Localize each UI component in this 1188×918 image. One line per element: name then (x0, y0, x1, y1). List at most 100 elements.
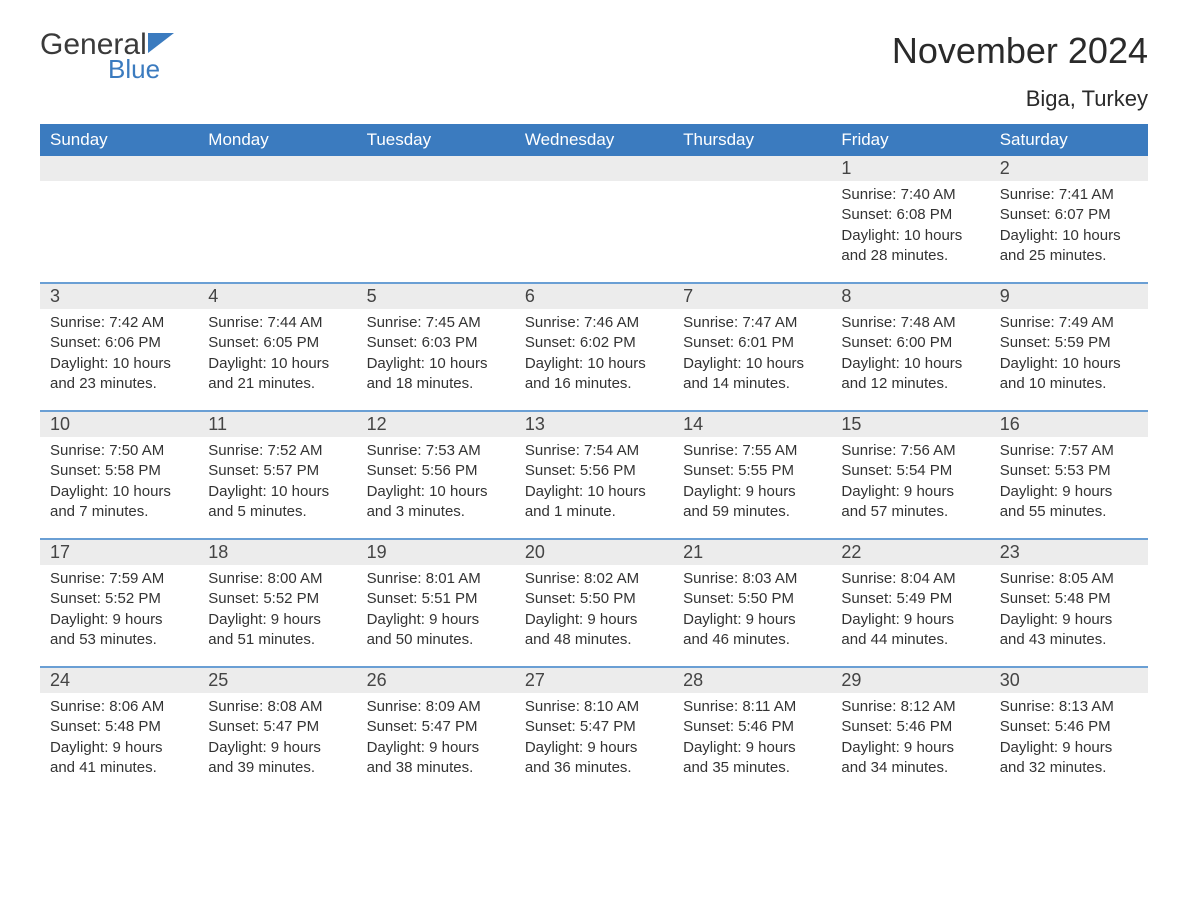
daylight-text: Daylight: 10 hours and 1 minute. (525, 482, 663, 523)
logo: General Blue (40, 30, 174, 82)
daylight-text: Daylight: 10 hours and 3 minutes. (367, 482, 505, 523)
sunset-text: Sunset: 5:50 PM (525, 589, 663, 609)
day-cell: 30Sunrise: 8:13 AMSunset: 5:46 PMDayligh… (990, 668, 1148, 784)
day-details: Sunrise: 7:54 AMSunset: 5:56 PMDaylight:… (515, 437, 673, 528)
sunset-text: Sunset: 6:07 PM (1000, 205, 1138, 225)
day-number: 13 (515, 412, 673, 437)
day-number: 17 (40, 540, 198, 565)
sunrise-text: Sunrise: 7:48 AM (841, 313, 979, 333)
day-cell: 6Sunrise: 7:46 AMSunset: 6:02 PMDaylight… (515, 284, 673, 400)
daylight-text: Daylight: 9 hours and 36 minutes. (525, 738, 663, 779)
day-number: 27 (515, 668, 673, 693)
sunrise-text: Sunrise: 7:42 AM (50, 313, 188, 333)
sunrise-text: Sunrise: 7:49 AM (1000, 313, 1138, 333)
day-cell (357, 156, 515, 272)
title-block: November 2024 Biga, Turkey (892, 30, 1148, 118)
day-number: 29 (831, 668, 989, 693)
day-number: 20 (515, 540, 673, 565)
day-cell: 28Sunrise: 8:11 AMSunset: 5:46 PMDayligh… (673, 668, 831, 784)
day-cell: 26Sunrise: 8:09 AMSunset: 5:47 PMDayligh… (357, 668, 515, 784)
sunrise-text: Sunrise: 7:47 AM (683, 313, 821, 333)
day-details: Sunrise: 8:03 AMSunset: 5:50 PMDaylight:… (673, 565, 831, 656)
sunset-text: Sunset: 5:59 PM (1000, 333, 1138, 353)
daylight-text: Daylight: 10 hours and 18 minutes. (367, 354, 505, 395)
day-cell: 15Sunrise: 7:56 AMSunset: 5:54 PMDayligh… (831, 412, 989, 528)
daylight-text: Daylight: 9 hours and 48 minutes. (525, 610, 663, 651)
day-cell: 13Sunrise: 7:54 AMSunset: 5:56 PMDayligh… (515, 412, 673, 528)
day-details: Sunrise: 7:55 AMSunset: 5:55 PMDaylight:… (673, 437, 831, 528)
weekday-col-tue: Tuesday (357, 124, 515, 156)
sunset-text: Sunset: 5:51 PM (367, 589, 505, 609)
daylight-text: Daylight: 9 hours and 43 minutes. (1000, 610, 1138, 651)
day-details: Sunrise: 7:45 AMSunset: 6:03 PMDaylight:… (357, 309, 515, 400)
daylight-text: Daylight: 10 hours and 10 minutes. (1000, 354, 1138, 395)
sunset-text: Sunset: 6:03 PM (367, 333, 505, 353)
sunset-text: Sunset: 5:46 PM (683, 717, 821, 737)
day-cell: 2Sunrise: 7:41 AMSunset: 6:07 PMDaylight… (990, 156, 1148, 272)
day-number: 2 (990, 156, 1148, 181)
day-cell: 20 Sunrise: 8:02 AMSunset: 5:50 PMDayligh… (515, 540, 673, 656)
day-cell: 23Sunrise: 8:05 AMSunset: 5:48 PMDayligh… (990, 540, 1148, 656)
sunrise-text: Sunrise: 8:11 AM (683, 697, 821, 717)
sunrise-text: Sunrise: 8:02 AM (525, 569, 663, 589)
sunrise-text: Sunrise: 8:09 AM (367, 697, 505, 717)
weekday-col-fri: Friday (831, 124, 989, 156)
day-number: 28 (673, 668, 831, 693)
week-row: 24Sunrise: 8:06 AMSunset: 5:48 PMDayligh… (40, 666, 1148, 784)
daylight-text: Daylight: 9 hours and 38 minutes. (367, 738, 505, 779)
sunrise-text: Sunrise: 8:04 AM (841, 569, 979, 589)
day-number: 12 (357, 412, 515, 437)
sunrise-text: Sunrise: 8:08 AM (208, 697, 346, 717)
daylight-text: Daylight: 9 hours and 32 minutes. (1000, 738, 1138, 779)
daylight-text: Daylight: 9 hours and 39 minutes. (208, 738, 346, 779)
day-details: Sunrise: 7:53 AMSunset: 5:56 PMDaylight:… (357, 437, 515, 528)
day-cell: 3Sunrise: 7:42 AMSunset: 6:06 PMDaylight… (40, 284, 198, 400)
sunrise-text: Sunrise: 8:12 AM (841, 697, 979, 717)
week-row: 1Sunrise: 7:40 AMSunset: 6:08 PMDaylight… (40, 156, 1148, 272)
daylight-text: Daylight: 10 hours and 7 minutes. (50, 482, 188, 523)
day-details: Sunrise: 8:12 AMSunset: 5:46 PMDaylight:… (831, 693, 989, 784)
location-label: Biga, Turkey (892, 86, 1148, 112)
daylight-text: Daylight: 10 hours and 21 minutes. (208, 354, 346, 395)
daylight-text: Daylight: 9 hours and 44 minutes. (841, 610, 979, 651)
day-details: Sunrise: 7:40 AMSunset: 6:08 PMDaylight:… (831, 181, 989, 272)
day-number (198, 156, 356, 181)
day-cell (40, 156, 198, 272)
daylight-text: Daylight: 9 hours and 57 minutes. (841, 482, 979, 523)
sunset-text: Sunset: 5:52 PM (50, 589, 188, 609)
sunset-text: Sunset: 5:47 PM (525, 717, 663, 737)
sunrise-text: Sunrise: 7:45 AM (367, 313, 505, 333)
day-number: 25 (198, 668, 356, 693)
day-number: 7 (673, 284, 831, 309)
day-details: Sunrise: 7:50 AMSunset: 5:58 PMDaylight:… (40, 437, 198, 528)
day-cell: 10Sunrise: 7:50 AMSunset: 5:58 PMDayligh… (40, 412, 198, 528)
day-cell (515, 156, 673, 272)
day-details: Sunrise: 7:56 AMSunset: 5:54 PMDaylight:… (831, 437, 989, 528)
sunset-text: Sunset: 6:00 PM (841, 333, 979, 353)
day-number: 6 (515, 284, 673, 309)
logo-text-blue: Blue (108, 56, 174, 82)
sunset-text: Sunset: 5:49 PM (841, 589, 979, 609)
sunrise-text: Sunrise: 7:40 AM (841, 185, 979, 205)
weekday-col-wed: Wednesday (515, 124, 673, 156)
day-cell: 17Sunrise: 7:59 AMSunset: 5:52 PMDayligh… (40, 540, 198, 656)
day-number: 14 (673, 412, 831, 437)
week-row: 3Sunrise: 7:42 AMSunset: 6:06 PMDaylight… (40, 282, 1148, 400)
day-number (40, 156, 198, 181)
sunset-text: Sunset: 5:56 PM (525, 461, 663, 481)
day-cell: 24Sunrise: 8:06 AMSunset: 5:48 PMDayligh… (40, 668, 198, 784)
day-number: 26 (357, 668, 515, 693)
daylight-text: Daylight: 10 hours and 5 minutes. (208, 482, 346, 523)
daylight-text: Daylight: 9 hours and 59 minutes. (683, 482, 821, 523)
sunrise-text: Sunrise: 8:05 AM (1000, 569, 1138, 589)
sunrise-text: Sunrise: 7:52 AM (208, 441, 346, 461)
page-header: General Blue November 2024 Biga, Turkey (40, 30, 1148, 118)
sunrise-text: Sunrise: 8:06 AM (50, 697, 188, 717)
day-details: Sunrise: 7:52 AMSunset: 5:57 PMDaylight:… (198, 437, 356, 528)
day-number: 23 (990, 540, 1148, 565)
day-details: Sunrise: 7:59 AMSunset: 5:52 PMDaylight:… (40, 565, 198, 656)
day-details: Sunrise: 8:06 AMSunset: 5:48 PMDaylight:… (40, 693, 198, 784)
day-cell: 12Sunrise: 7:53 AMSunset: 5:56 PMDayligh… (357, 412, 515, 528)
week-row: 17Sunrise: 7:59 AMSunset: 5:52 PMDayligh… (40, 538, 1148, 656)
daylight-text: Daylight: 10 hours and 25 minutes. (1000, 226, 1138, 267)
